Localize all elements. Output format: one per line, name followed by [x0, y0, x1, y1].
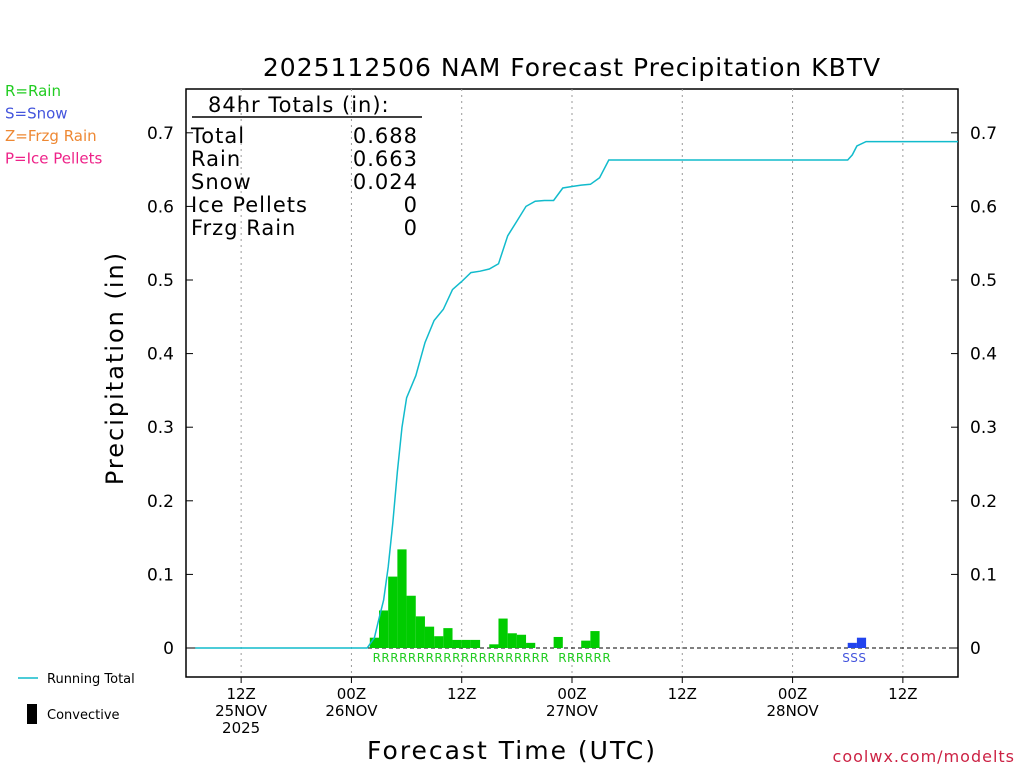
rain-bar: [415, 616, 425, 648]
y-tick-label: 0.1: [970, 565, 997, 585]
rain-bar: [590, 631, 600, 648]
x-tick-label: 27NOV: [546, 702, 599, 720]
y-tick-label: 0.4: [970, 345, 997, 365]
rain-bar: [452, 639, 462, 648]
rain-bar: [526, 642, 536, 648]
y-axis-label: Precipitation (in): [101, 251, 129, 485]
totals-value: 0: [404, 216, 418, 240]
precip-type-legend-item: P=Ice Pellets: [5, 150, 102, 168]
rain-bar: [424, 626, 435, 648]
rain-bar: [461, 639, 471, 648]
totals-label: Snow: [191, 170, 252, 194]
rain-bar: [553, 636, 563, 648]
y-tick-label: 0.3: [147, 418, 174, 438]
x-axis-label: Forecast Time (UTC): [367, 736, 657, 765]
precip-type-strip: SSS: [842, 651, 866, 665]
x-tick-label: 12Z: [668, 685, 697, 703]
y-tick-label: 0.7: [970, 124, 997, 144]
precip-type-legend-item: S=Snow: [5, 105, 68, 123]
x-tick-label: 12Z: [226, 685, 255, 703]
totals-value: 0: [404, 193, 418, 217]
y-tick-label: 0.6: [147, 197, 174, 217]
rain-bar: [434, 636, 444, 648]
totals-label: Rain: [191, 147, 241, 171]
y-tick-label: 0: [163, 639, 174, 659]
y-tick-label: 0.5: [147, 271, 174, 291]
rain-bar: [498, 618, 508, 648]
rain-bar: [581, 640, 591, 648]
bottom-legend-label: Running Total: [47, 672, 135, 687]
chart-title: 2025112506 NAM Forecast Precipitation KB…: [263, 53, 881, 82]
x-tick-label: 2025: [222, 719, 260, 737]
precip-bars: [369, 549, 867, 648]
convective-legend-swatch: [27, 704, 37, 724]
totals-heading: 84hr Totals (in):: [208, 93, 390, 117]
precip-type-legend-item: R=Rain: [5, 82, 61, 100]
totals-box: 84hr Totals (in): Total 0.688 Rain 0.663 Snow…: [190, 93, 422, 240]
credit-text: coolwx.com/modelts: [833, 747, 1015, 766]
y-tick-label: 0: [970, 639, 981, 659]
x-tick-label: 00Z: [778, 685, 807, 703]
y-tick-label: 0.2: [147, 492, 174, 512]
precip-type-strip: RRRRRR: [558, 651, 611, 665]
y-tick-label: 0.6: [970, 197, 997, 217]
rain-bar: [379, 610, 389, 648]
rain-bar: [443, 628, 453, 648]
y-axis-right: 0 0.1 0.2 0.3 0.4 0.5 0.6 0.7: [951, 124, 997, 659]
y-tick-label: 0.7: [147, 124, 174, 144]
y-tick-label: 0.3: [970, 418, 997, 438]
rain-bar: [406, 595, 416, 648]
totals-value: 0.688: [353, 124, 418, 148]
y-tick-label: 0.2: [970, 492, 997, 512]
totals-label: Frzg Rain: [191, 216, 296, 240]
totals-value: 0.663: [353, 147, 418, 171]
rain-bar: [388, 576, 398, 648]
rain-bar: [369, 637, 379, 648]
snow-bar: [856, 637, 867, 648]
rain-bar: [489, 644, 499, 648]
totals-value: 0.024: [353, 170, 418, 194]
rain-bar: [507, 633, 517, 648]
totals-label: Ice Pellets: [191, 193, 308, 217]
bottom-legend: Running Total Convective: [18, 672, 135, 724]
rain-bar: [470, 639, 481, 648]
precip-type-strips: RRRRRRRRRRRRRRRRRRRR RRRRRR SSS: [373, 651, 866, 665]
x-tick-label: 00Z: [337, 685, 366, 703]
x-tick-label: 12Z: [888, 685, 917, 703]
x-tick-label: 26NOV: [325, 702, 378, 720]
y-tick-label: 0.5: [970, 271, 997, 291]
bottom-legend-label: Convective: [47, 708, 120, 723]
rain-bar: [516, 634, 527, 648]
x-tick-label: 00Z: [557, 685, 586, 703]
y-axis-left: 0 0.1 0.2 0.3 0.4 0.5 0.6 0.7: [147, 124, 193, 659]
plot-grid: [240, 89, 904, 677]
snow-bar: [847, 642, 857, 648]
rain-bar: [397, 549, 407, 648]
totals-label: Total: [190, 124, 245, 148]
y-tick-label: 0.4: [147, 345, 174, 365]
x-tick-label: 25NOV: [215, 702, 268, 720]
running-total-line: [195, 140, 958, 649]
y-tick-label: 0.1: [147, 565, 174, 585]
x-tick-label: 12Z: [447, 685, 476, 703]
precip-type-legend-item: Z=Frzg Rain: [5, 127, 97, 145]
precip-type-legend: R=Rain S=Snow Z=Frzg Rain P=Ice Pellets: [5, 82, 102, 168]
x-tick-label: 28NOV: [767, 702, 820, 720]
precip-type-strip: RRRRRRRRRRRRRRRRRRRR: [373, 651, 550, 665]
